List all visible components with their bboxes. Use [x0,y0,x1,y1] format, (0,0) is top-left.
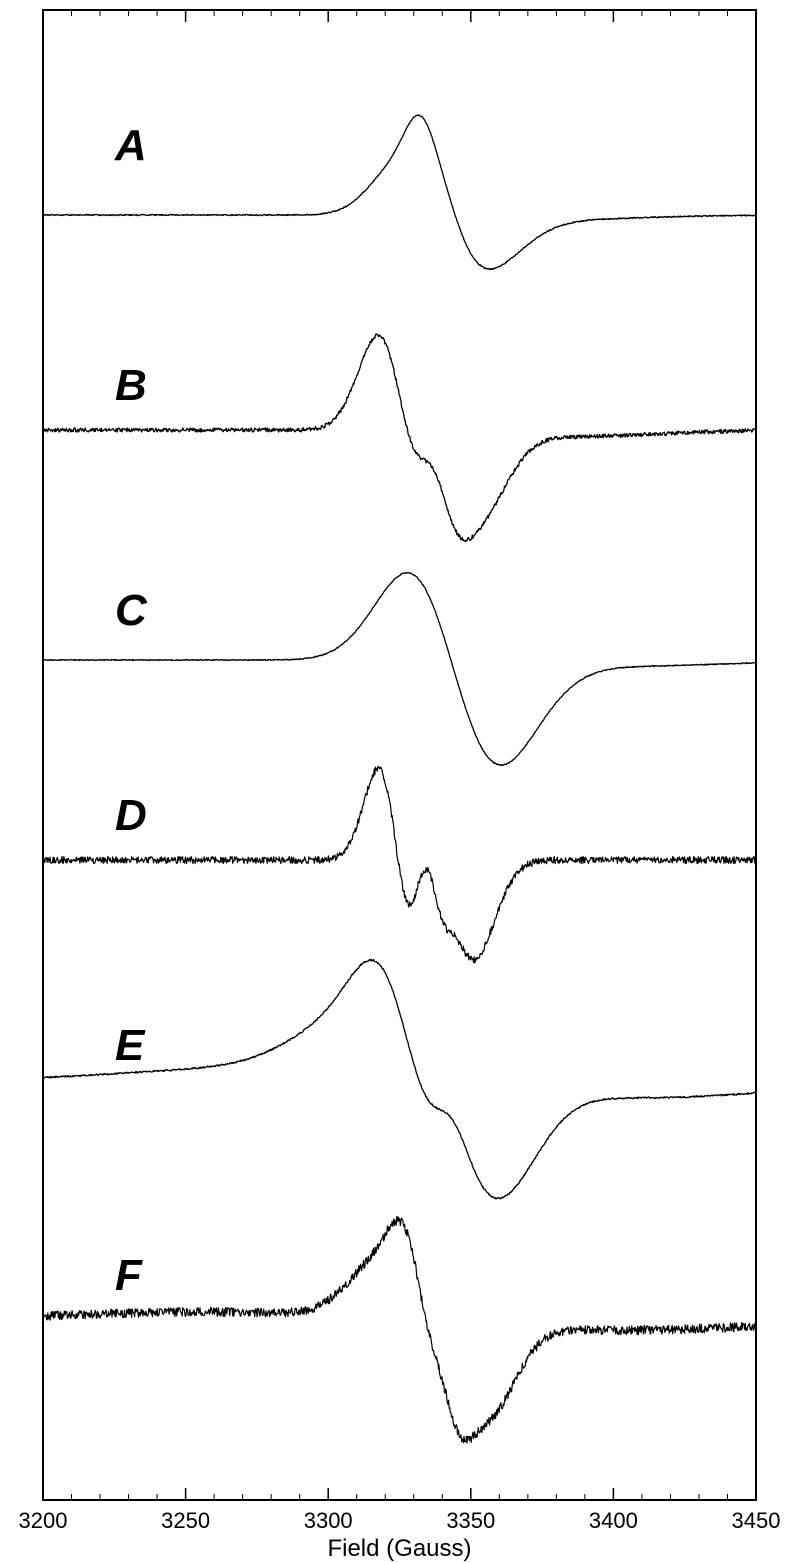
xtick-label: 3200 [19,1508,68,1533]
xtick-label: 3250 [161,1508,210,1533]
epr-spectra-svg: 3200 3250 3300 3350 3400 3450 Field (Gauss) A B C… [0,0,798,1563]
xtick-label: 3450 [732,1508,781,1533]
panel-label: F [115,1251,143,1300]
panel-label: A [114,121,147,170]
panel-label: B [115,361,147,410]
xtick-label: 3350 [446,1508,495,1533]
xtick-label: 3400 [589,1508,638,1533]
panel-label: D [115,791,147,840]
panel-label: C [115,586,148,635]
xtick-label: 3300 [304,1508,353,1533]
epr-spectra-figure: 3200 3250 3300 3350 3400 3450 Field (Gauss) A B C… [0,0,798,1563]
x-axis-label: Field (Gauss) [327,1535,471,1562]
panel-label: E [115,1021,146,1070]
